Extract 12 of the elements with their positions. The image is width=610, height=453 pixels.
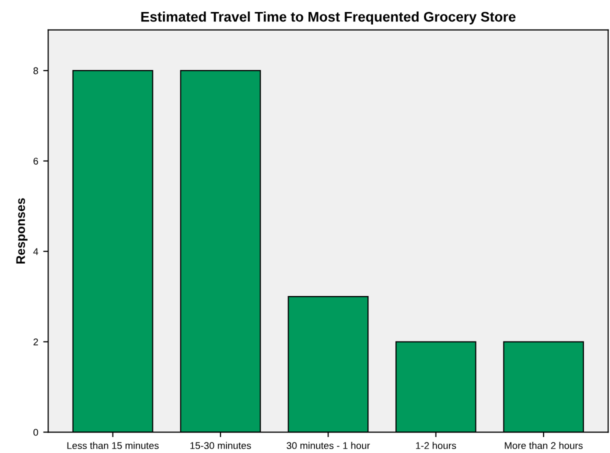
y-tick-label: 8 [33, 67, 38, 74]
x-tick-label: More than 2 hours [504, 442, 583, 450]
y-tick-label: 0 [33, 428, 38, 436]
x-tick-label: 1-2 hours [416, 442, 456, 450]
x-tick-label: 15-30 minutes [190, 442, 251, 450]
x-tick-label: 30 minutes - 1 hour [286, 442, 370, 450]
y-axis-title: Responses [16, 198, 28, 264]
x-tick-label: Less than 15 minutes [67, 442, 159, 450]
y-tick-label: 6 [34, 158, 38, 165]
y-tick-label: 4 [33, 248, 38, 255]
y-tick-label: 2 [34, 338, 38, 346]
chart-title: Estimated Travel Time to Most Frequented Grocery Store [141, 12, 516, 24]
